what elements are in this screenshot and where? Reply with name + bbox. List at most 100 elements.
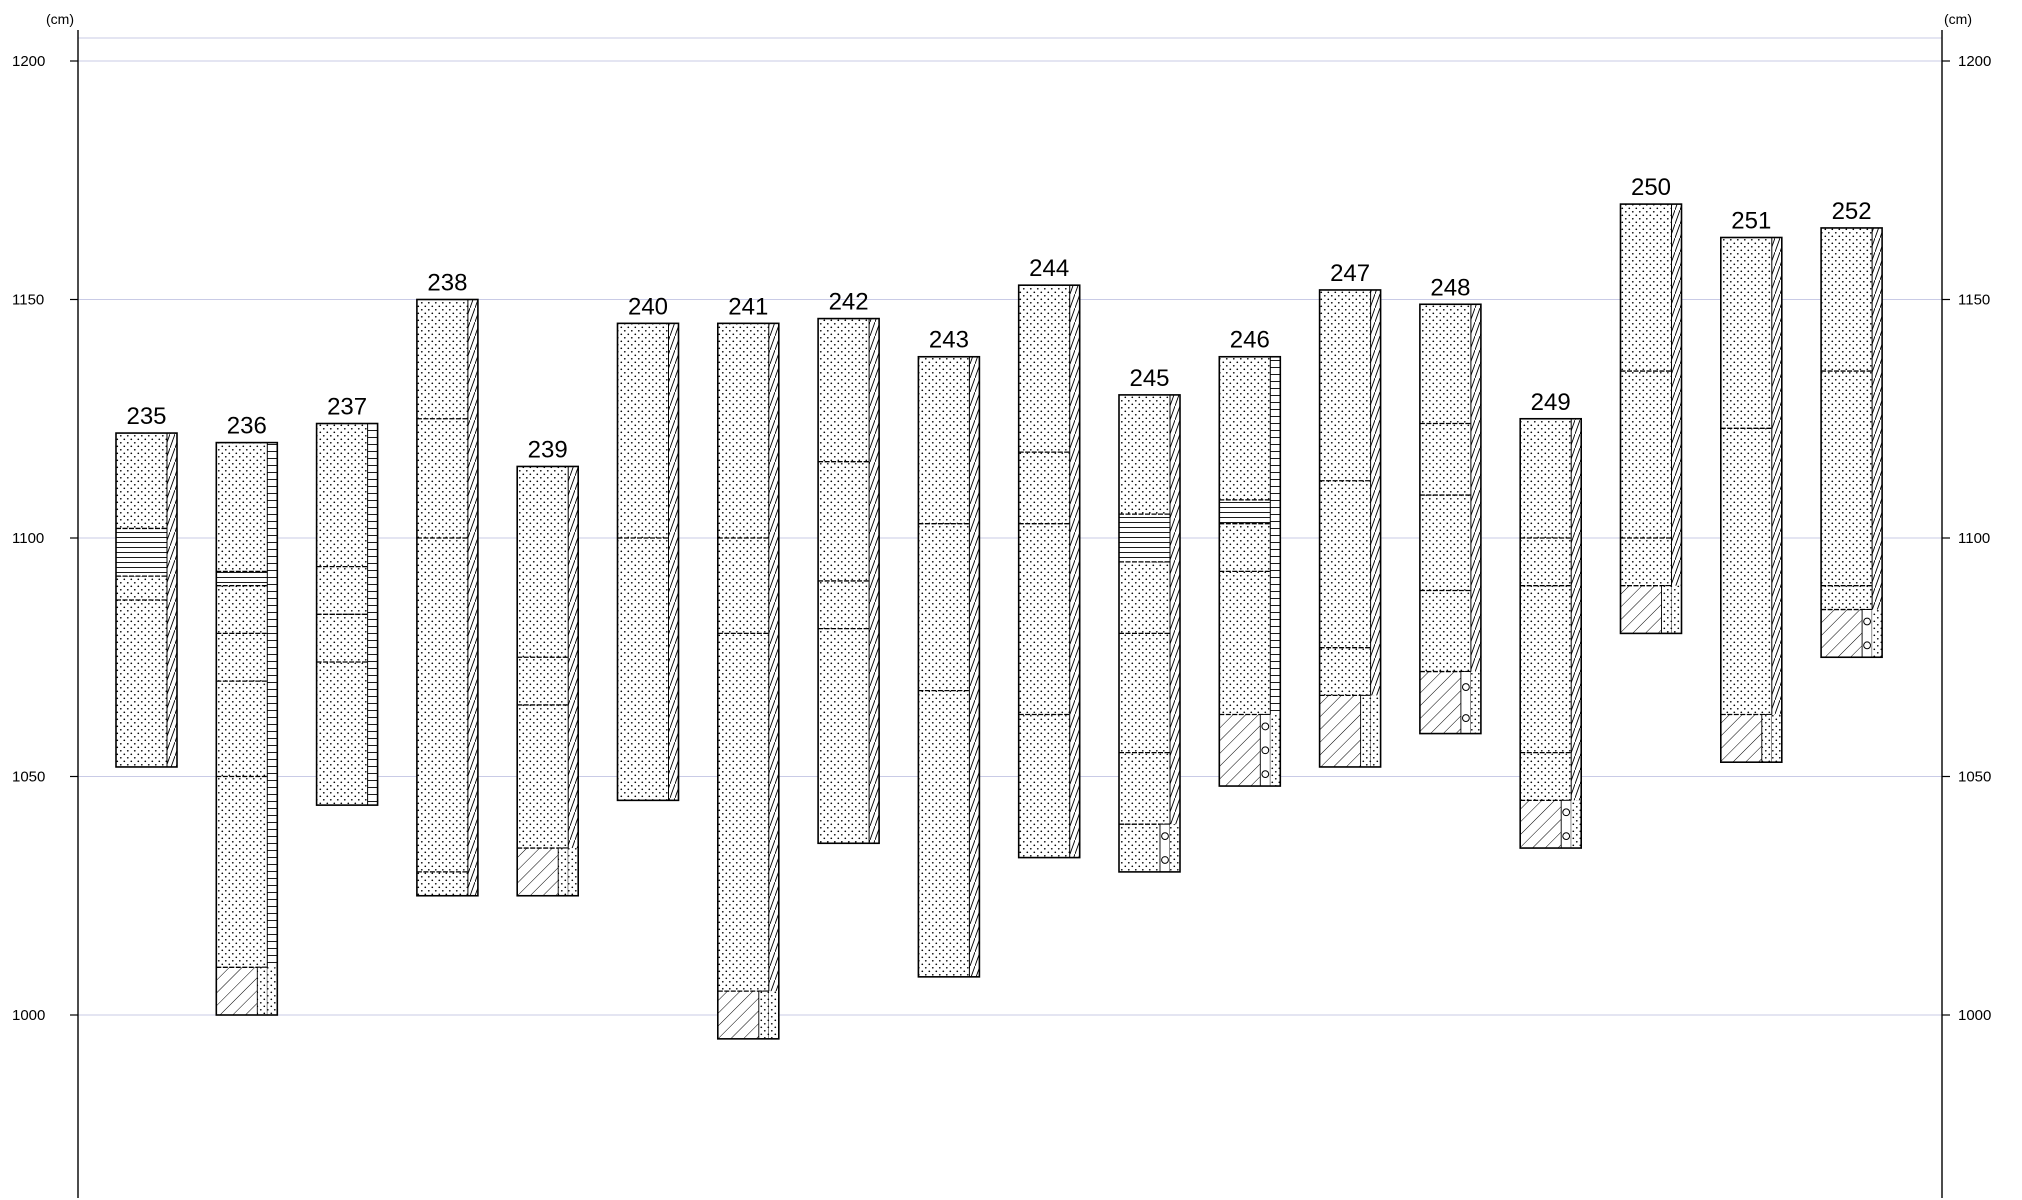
core-236-label: 236 (227, 413, 267, 440)
core-235-side-strip (167, 433, 177, 767)
core-237-layer-2 (316, 614, 368, 663)
core-245-gravel-5-1 (1161, 856, 1169, 864)
core-251-layer-0 (1720, 237, 1772, 429)
core-244-layer-1 (1018, 452, 1070, 524)
core-249-label: 249 (1531, 389, 1571, 416)
right-tick-label-1000: 1000 (1958, 1007, 1991, 1024)
core-237-layer-1 (316, 566, 368, 615)
core-251: 251 (1720, 207, 1783, 763)
core-236-layer-3 (216, 633, 268, 682)
core-244: 244 (1017, 255, 1081, 859)
right-axis-unit: (cm) (1944, 11, 1972, 27)
core-244-label: 244 (1029, 255, 1069, 282)
core-252-layer-2 (1821, 585, 1873, 610)
core-249-layer-0 (1520, 418, 1572, 538)
core-236-layer-5 (216, 776, 268, 968)
core-247-outline (1318, 289, 1382, 768)
core-246: 246 (1218, 327, 1282, 787)
core-246-layer-1-band (1219, 499, 1281, 524)
core-235: 235 (115, 403, 178, 768)
core-251-outline (1720, 236, 1783, 763)
core-237-layer-0 (316, 423, 368, 567)
left-tick-label-1150: 1150 (12, 292, 44, 309)
core-242-layer-3 (818, 628, 870, 844)
core-240-layer-0 (617, 323, 669, 538)
core-246-gravel-4-0 (1261, 722, 1270, 731)
core-238-layer-1 (416, 418, 468, 538)
core-236-side-strip (267, 442, 278, 1016)
core-247-layer-0 (1319, 289, 1371, 481)
core-249-gravel-4-1 (1562, 832, 1571, 841)
core-245-layer-0 (1119, 394, 1170, 515)
core-235-layer-3 (116, 600, 167, 767)
core-235-label: 235 (126, 403, 166, 430)
core-246-layer-4-sidefill (1270, 714, 1281, 787)
core-249-layer-1 (1520, 538, 1572, 586)
core-250-layer-1 (1620, 371, 1672, 538)
core-241: 241 (716, 293, 780, 1040)
core-242-layer-0 (818, 318, 870, 462)
core-236-layer-6-sidefill (267, 967, 278, 1015)
left-tick-label-1050: 1050 (12, 769, 45, 786)
core-238-label: 238 (427, 270, 467, 297)
core-236-layer-0 (216, 442, 268, 572)
core-249-layer-4-sidefill (1571, 800, 1582, 849)
core-245: 245 (1118, 365, 1181, 873)
core-247-label: 247 (1330, 260, 1370, 287)
core-248-layer-4-sidefill (1470, 671, 1481, 734)
right-tick-label-1150: 1150 (1958, 292, 1990, 309)
core-240-layer-1 (617, 538, 669, 801)
core-249: 249 (1519, 389, 1582, 849)
core-240-label: 240 (628, 293, 668, 320)
core-247-side-strip (1370, 289, 1381, 767)
core-248-side-strip (1470, 304, 1481, 734)
core-252-layer-3-substrip (1861, 609, 1873, 658)
core-249-layer-2 (1520, 585, 1572, 753)
core-246-gravel-4-2 (1261, 770, 1270, 779)
core-252-outline (1820, 227, 1883, 659)
core-245-layer-4 (1119, 752, 1170, 825)
core-238-layer-2 (416, 538, 468, 872)
core-237-side-strip (367, 423, 378, 806)
core-247-layer-3-sidefill (1370, 695, 1381, 767)
core-246-layer-3 (1219, 571, 1271, 715)
core-252-label: 252 (1832, 198, 1872, 225)
core-242-outline (817, 317, 880, 845)
core-248-layer-1 (1419, 423, 1471, 496)
core-236-layer-1-band (216, 571, 278, 586)
core-248-layer-4-substrip (1460, 671, 1472, 735)
core-250-label: 250 (1631, 174, 1671, 201)
core-243-outline (917, 355, 981, 978)
core-240-side-strip (668, 323, 679, 801)
core-239-outline (516, 465, 580, 897)
core-237-layer-3 (316, 662, 368, 806)
core-248-layer-3 (1419, 590, 1471, 672)
core-251-layer-1 (1720, 428, 1772, 715)
right-tick-label-1200: 1200 (1958, 53, 1991, 70)
core-236-layer-2 (216, 585, 268, 634)
core-242-side-strip (869, 318, 880, 844)
core-252-gravel-3-0 (1863, 617, 1871, 626)
core-242-layer-1 (818, 461, 870, 581)
core-239-layer-1 (517, 657, 569, 705)
core-248-gravel-4-0 (1462, 683, 1470, 691)
core-240: 240 (616, 293, 680, 802)
core-242: 242 (817, 289, 880, 845)
core-239: 239 (516, 436, 580, 897)
left-tick-label-1200: 1200 (12, 53, 45, 70)
core-250-layer-3-substrip (1661, 585, 1672, 634)
core-250-layer-2 (1620, 538, 1672, 586)
core-251-side-strip (1771, 237, 1782, 763)
core-239-layer-3-substrip (557, 847, 569, 897)
depth-axes: (cm) (cm) 1200 1200 1150 1150 1100 1100 1050 10… (12, 11, 1991, 1198)
core-235-layer-0 (116, 433, 167, 529)
core-236-outline (215, 441, 279, 1016)
core-244-layer-3 (1018, 714, 1070, 858)
core-248-outline (1419, 303, 1482, 735)
core-245-layer-2 (1119, 561, 1170, 634)
core-244-outline (1017, 284, 1081, 859)
core-237-label: 237 (327, 394, 367, 421)
core-238-outline (416, 298, 479, 897)
core-252-layer-1 (1821, 371, 1873, 586)
